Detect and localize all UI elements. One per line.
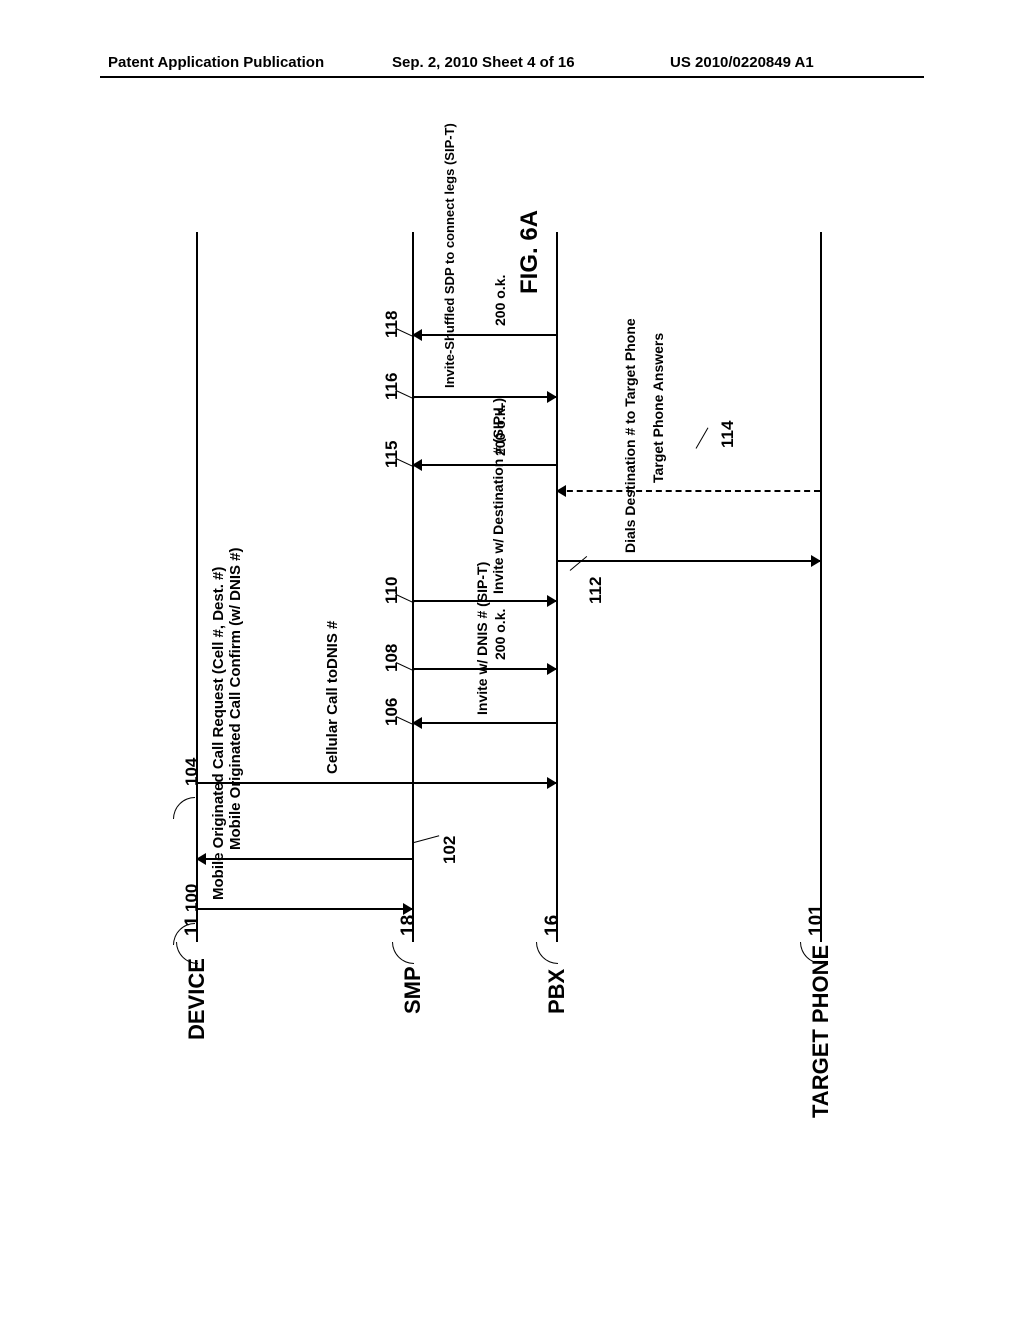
msg-104-text: Cellular Call toDNIS #: [324, 621, 341, 774]
actor-pbx-ref: 16: [542, 915, 564, 936]
leader-pbx: [536, 942, 558, 964]
header-rule: [100, 76, 924, 78]
arrow-102: [197, 858, 412, 860]
lifeline-pbx: [556, 232, 558, 942]
actor-device-label: DEVICE: [184, 958, 210, 1040]
arrow-108: [413, 668, 556, 670]
actor-target-label: TARGET PHONE: [808, 945, 834, 1118]
figure-label: FIG. 6A: [516, 210, 544, 294]
msg-106-text: Invite w/ DNIS # (SIP-T): [474, 562, 490, 715]
lifeline-device: [196, 232, 198, 942]
arrow-116: [413, 396, 556, 398]
leader-smp: [392, 942, 414, 964]
leader-102: [414, 835, 439, 843]
arrow-112: [557, 560, 820, 562]
msg-102-ref: 102: [440, 836, 460, 864]
arrow-114: [557, 490, 820, 492]
leader-104: [173, 797, 195, 819]
leader-device: [176, 942, 198, 964]
actor-smp-ref: 18: [398, 915, 420, 936]
msg-118-text: 200 o.k.: [492, 275, 508, 326]
msg-114-text: Target Phone Answers: [650, 333, 666, 483]
arrow-100: [197, 908, 412, 910]
msg-115-ref: 115: [382, 441, 402, 468]
actor-target-ref: 101: [806, 904, 828, 936]
arrow-104: [197, 782, 556, 784]
lifeline-target: [820, 232, 822, 942]
arrow-106: [413, 722, 556, 724]
leader-114: [696, 427, 709, 448]
msg-108-text: 200 o.k.: [492, 609, 508, 660]
msg-114-ref: 114: [718, 421, 738, 448]
actor-pbx-label: PBX: [544, 969, 570, 1014]
msg-115-text: 200 o.k.: [492, 405, 508, 456]
msg-104-ref: 104: [182, 758, 202, 786]
msg-106-ref: 106: [382, 698, 402, 726]
sequence-diagram: DEVICE 11 SMP 18 PBX 16 TARGET PHONE 101…: [120, 170, 904, 1140]
msg-100-text: Mobile Originated Call Request (Cell #, …: [210, 567, 227, 900]
msg-112-ref: 112: [586, 577, 606, 604]
msg-116-ref: 116: [382, 373, 402, 400]
msg-118-ref: 118: [382, 311, 402, 338]
leader-target: [800, 942, 822, 964]
actor-smp-label: SMP: [400, 966, 426, 1014]
arrow-115: [413, 464, 556, 466]
msg-110-ref: 110: [382, 577, 402, 604]
header-center: Sep. 2, 2010 Sheet 4 of 16: [392, 54, 575, 71]
msg-102-text: Mobile Originated Call Confirm (w/ DNIS …: [227, 547, 244, 850]
msg-100-ref: 100: [182, 884, 202, 912]
msg-116-text: Invite-Shuffled SDP to connect legs (SIP…: [442, 123, 457, 388]
arrow-110: [413, 600, 556, 602]
arrow-118: [413, 334, 556, 336]
msg-112-text: Dials Destination # to Target Phone: [622, 318, 638, 553]
leader-112: [570, 556, 587, 571]
leader-100: [173, 923, 195, 945]
header-left: Patent Application Publication: [108, 54, 324, 71]
header-right: US 2010/0220849 A1: [670, 54, 814, 71]
msg-108-ref: 108: [382, 644, 402, 672]
